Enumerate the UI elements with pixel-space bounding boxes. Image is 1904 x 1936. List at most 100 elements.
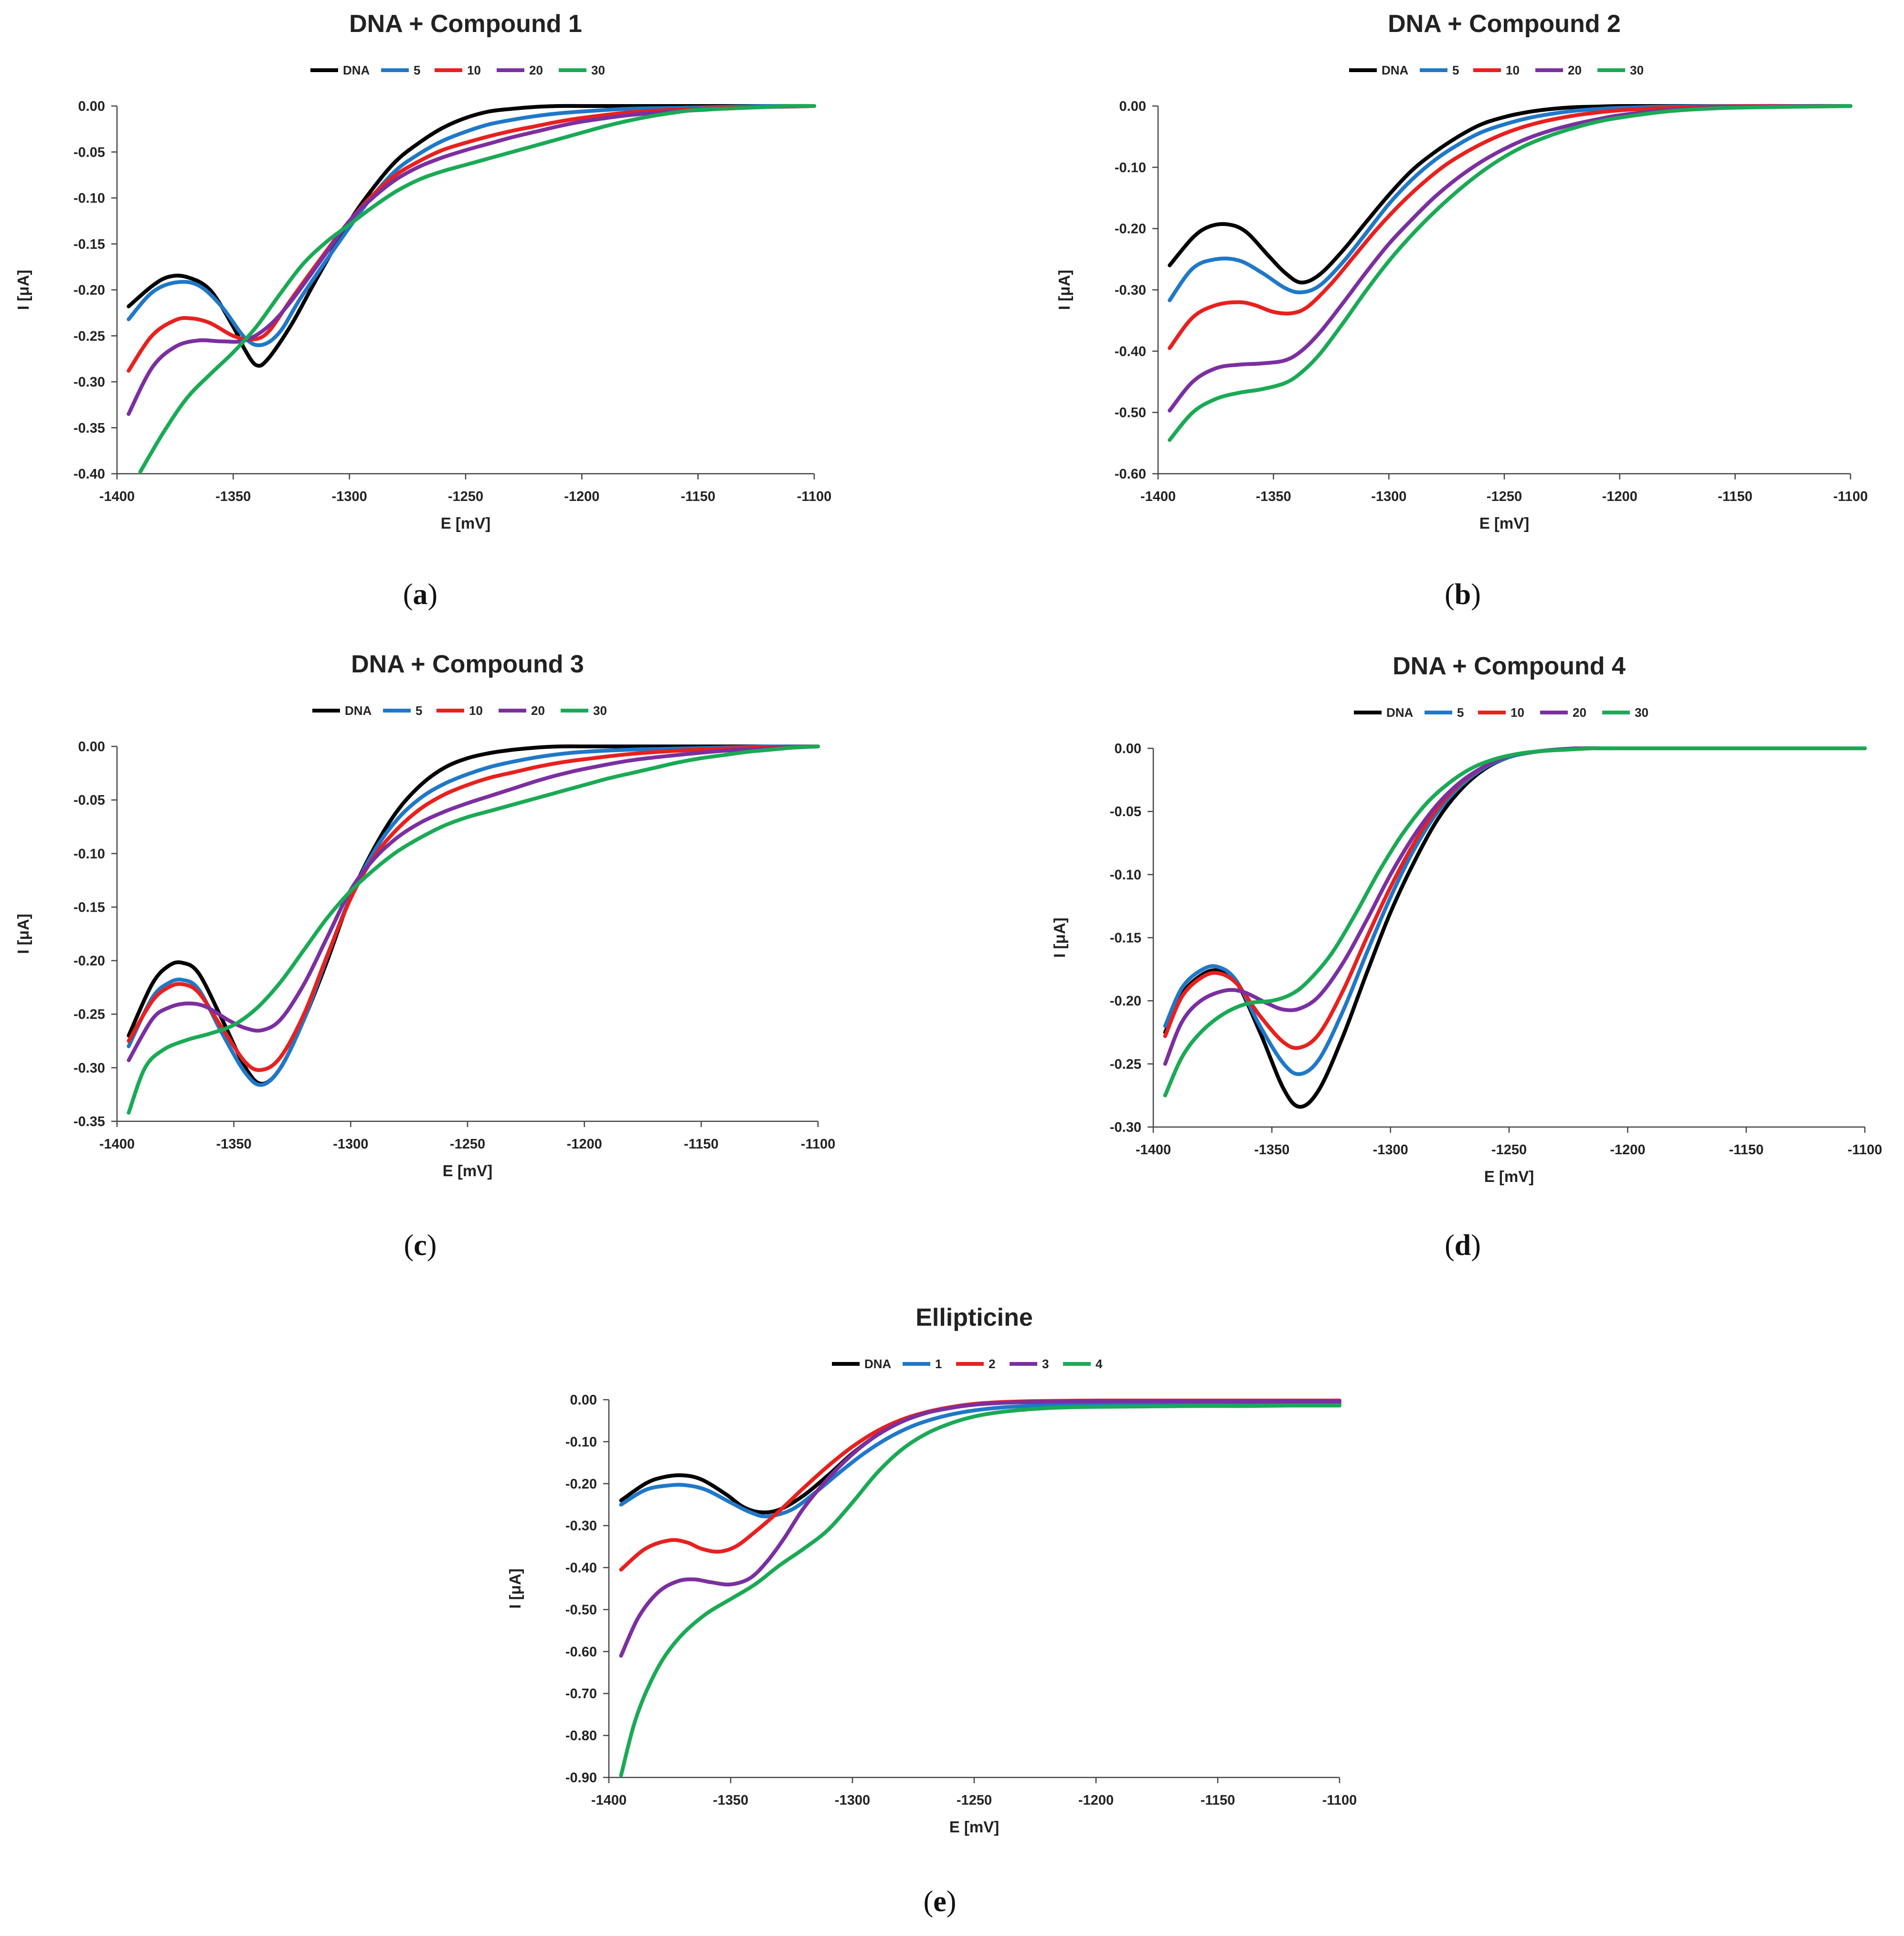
panel-caption: (a) — [403, 578, 437, 611]
series-line-10 — [127, 104, 816, 373]
series-line-DNA — [127, 744, 820, 1086]
legend-label-DNA: DNA — [1386, 705, 1414, 720]
y-tick-label: -0.25 — [74, 329, 105, 344]
series-line-30 — [1168, 104, 1852, 442]
y-tick-label: -0.10 — [74, 846, 105, 862]
y-axis-label: I [μA] — [14, 270, 32, 310]
x-tick-label: -1300 — [835, 1793, 870, 1808]
y-axis-label: I [μA] — [14, 914, 32, 954]
y-tick-label: -0.25 — [74, 1007, 105, 1022]
x-tick-label: -1300 — [1373, 1142, 1408, 1158]
series-line-4 — [619, 1404, 1341, 1777]
series-line-DNA — [127, 104, 816, 368]
x-tick-label: -1350 — [216, 1137, 252, 1152]
legend-label-30: 30 — [1635, 705, 1649, 720]
x-tick-label: -1100 — [797, 489, 832, 504]
y-tick-label: -0.30 — [565, 1519, 597, 1534]
x-tick-label: -1100 — [1322, 1793, 1357, 1808]
x-tick-label: -1300 — [332, 489, 367, 504]
series-line-30 — [127, 745, 820, 1115]
series-group — [1168, 104, 1852, 442]
series-group — [1163, 746, 1867, 1109]
y-tick-label: -0.35 — [74, 1114, 105, 1129]
chart-title: DNA + Compound 4 — [1393, 652, 1626, 680]
y-tick-label: -0.90 — [565, 1770, 597, 1786]
x-tick-label: -1350 — [1254, 1142, 1289, 1158]
y-tick-label: -0.30 — [74, 1061, 105, 1076]
chart-panel-b: DNA + Compound 2 DNA 5 10 20 30 0.00 -0.10 -0.20… — [1055, 10, 1868, 611]
legend-label-DNA: DNA — [1382, 63, 1409, 77]
legend-label-5: 5 — [1457, 705, 1464, 720]
y-tick-label: -0.05 — [74, 145, 105, 160]
chart-title: DNA + Compound 1 — [349, 10, 582, 38]
y-tick-label: -0.10 — [565, 1435, 597, 1450]
x-tick-label: -1400 — [591, 1793, 627, 1808]
x-tick-label: -1400 — [99, 1137, 135, 1152]
series-line-20 — [127, 104, 816, 416]
y-tick-label: -0.50 — [565, 1602, 597, 1617]
panel-caption: (e) — [924, 1885, 957, 1918]
chart-title: DNA + Compound 2 — [1388, 10, 1621, 38]
x-tick-label: -1200 — [1078, 1793, 1114, 1808]
series-group — [127, 744, 820, 1115]
x-tick-label: -1400 — [1136, 1142, 1171, 1158]
y-tick-label: -0.10 — [1110, 867, 1141, 883]
y-tick-label: 0.00 — [78, 99, 105, 114]
chart-panel-a: DNA + Compound 1 DNA 5 10 20 30 0.00 -0.05 -0.10… — [14, 10, 831, 611]
y-tick-label: -0.15 — [1110, 931, 1141, 946]
x-tick-label: -1400 — [99, 489, 135, 504]
legend-label-5: 5 — [415, 703, 422, 718]
y-tick-label: 0.00 — [1115, 741, 1141, 756]
y-tick-label: -0.30 — [1110, 1120, 1141, 1135]
series-line-1 — [619, 1401, 1341, 1519]
x-tick-label: -1250 — [448, 489, 483, 504]
x-tick-label: -1150 — [1718, 489, 1753, 504]
x-tick-label: -1150 — [681, 489, 715, 504]
legend-label-DNA: DNA — [345, 703, 372, 718]
y-tick-label: -0.10 — [1115, 160, 1146, 175]
x-tick-label: -1200 — [567, 1137, 602, 1152]
series-line-3 — [619, 1399, 1341, 1658]
y-tick-label: -0.20 — [565, 1477, 597, 1492]
chart-title: Ellipticine — [915, 1304, 1033, 1331]
legend-label-1: 1 — [935, 1357, 942, 1371]
chart-panel-c: DNA + Compound 3 DNA 5 10 20 30 0.00 -0.05 -0.10… — [14, 650, 835, 1262]
series-line-DNA — [1163, 746, 1867, 1109]
x-tick-label: -1100 — [1833, 489, 1868, 504]
legend-label-5: 5 — [414, 63, 420, 77]
x-tick-label: -1250 — [1491, 1142, 1527, 1158]
legend-label-20: 20 — [529, 63, 543, 77]
x-tick-label: -1150 — [1729, 1142, 1764, 1158]
x-tick-label: -1350 — [215, 489, 251, 504]
y-tick-label: -0.20 — [74, 954, 105, 969]
series-line-5 — [127, 104, 816, 347]
legend-label-20: 20 — [531, 703, 545, 718]
series-line-20 — [1163, 746, 1867, 1066]
series-group — [619, 1398, 1341, 1777]
x-axis-label: E [mV] — [443, 1162, 493, 1180]
x-tick-label: -1200 — [1610, 1142, 1645, 1158]
y-tick-label: -0.70 — [565, 1686, 597, 1702]
legend-label-10: 10 — [467, 63, 481, 77]
x-axis-label: E [mV] — [1479, 514, 1530, 532]
panel-caption: (d) — [1445, 1229, 1481, 1262]
chart-panel-d: DNA + Compound 4 DNA 5 10 20 30 0.00 -0.05 -0.10… — [1051, 652, 1882, 1262]
y-tick-label: -0.05 — [74, 793, 105, 808]
y-tick-label: 0.00 — [78, 739, 105, 755]
legend-label-5: 5 — [1452, 63, 1459, 77]
y-tick-label: -0.05 — [1110, 804, 1141, 819]
legend-label-DNA: DNA — [864, 1357, 892, 1371]
panel-caption: (b) — [1445, 578, 1481, 611]
y-tick-label: -0.30 — [1115, 283, 1146, 298]
legend-label-30: 30 — [593, 703, 607, 718]
legend: DNA 5 10 20 30 — [310, 63, 605, 77]
legend-label-20: 20 — [1573, 705, 1586, 720]
x-tick-label: -1250 — [957, 1793, 992, 1808]
y-tick-label: -0.25 — [1110, 1057, 1141, 1072]
y-tick-label: -0.20 — [74, 283, 105, 298]
x-axis-label: E [mV] — [441, 514, 491, 532]
x-tick-label: -1100 — [1848, 1142, 1883, 1158]
y-tick-label: -0.15 — [74, 900, 105, 915]
x-tick-label: -1300 — [333, 1137, 368, 1152]
y-tick-label: -0.15 — [74, 237, 105, 252]
